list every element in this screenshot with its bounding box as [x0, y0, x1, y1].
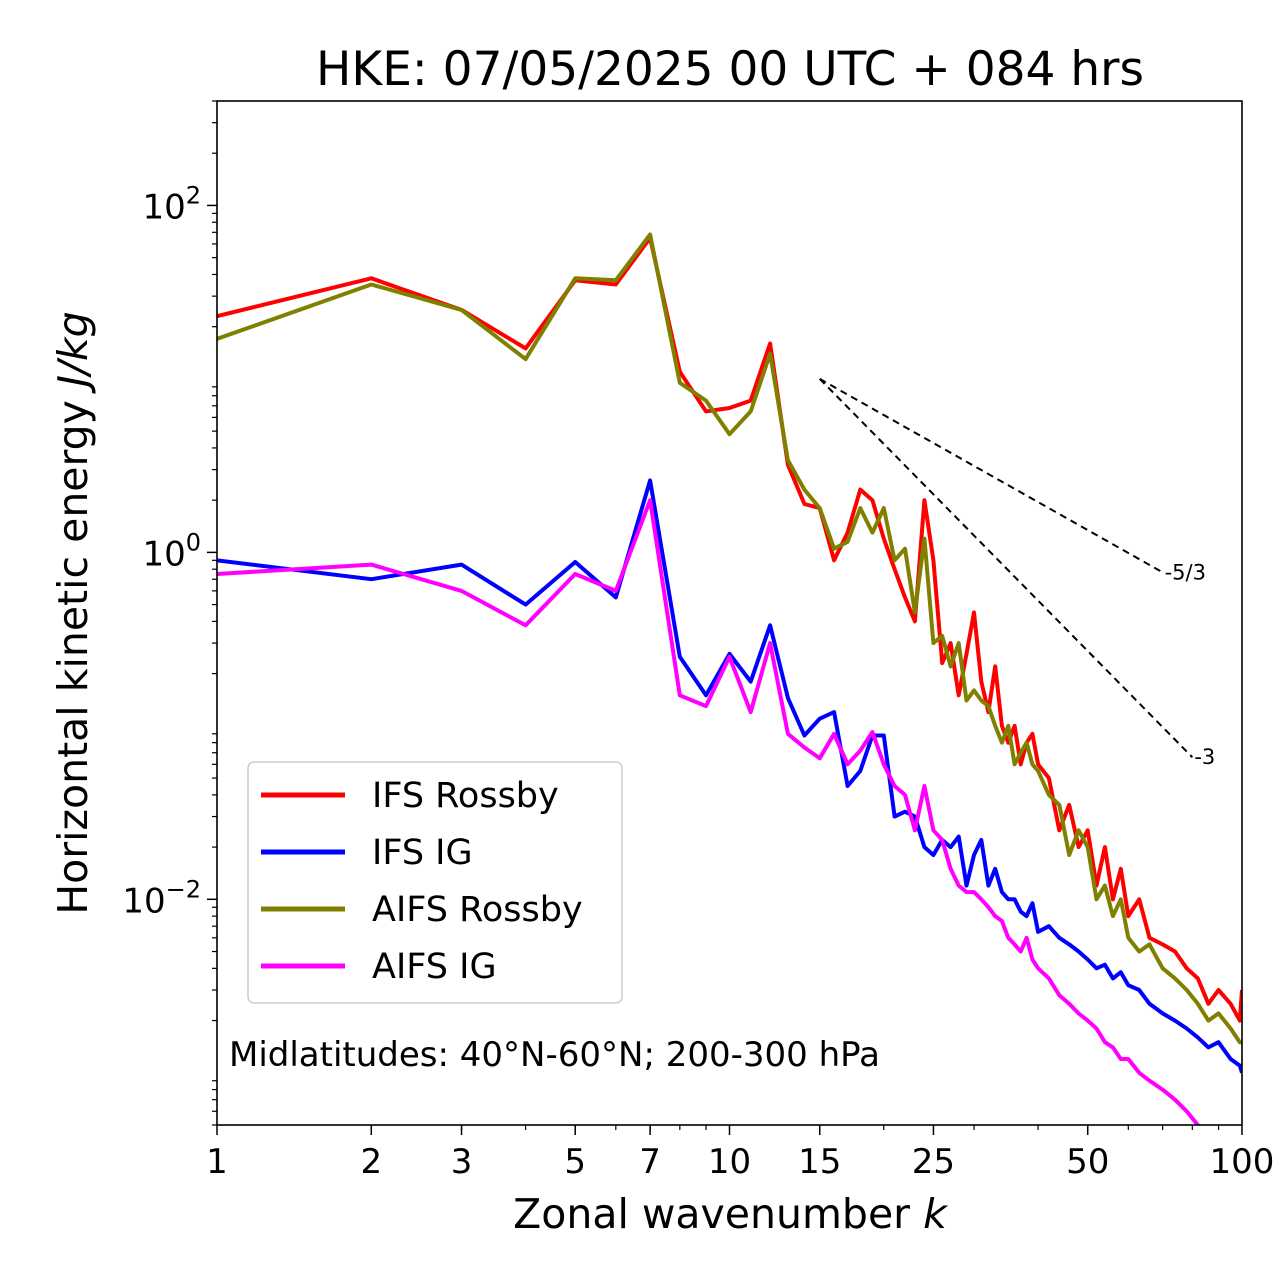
region-annotation: Midlatitudes: 40°N-60°N; 200-300 hPa	[229, 1035, 880, 1075]
reference-slope-label: -3	[1194, 745, 1215, 769]
x-tick-label: 10	[708, 1142, 751, 1182]
reference-slopes: -5/3 -3	[819, 378, 1215, 769]
y-axis-label: Horizontal kinetic energy J/kg	[49, 311, 97, 914]
y-axis-label-units: J/kg	[49, 311, 97, 394]
x-tick-label: 2	[360, 1142, 382, 1182]
legend-label-ifs-ig: IFS IG	[372, 833, 473, 873]
x-axis-label-text: Zonal wavenumber	[513, 1190, 910, 1238]
x-axis: 1 2 3 5 7 10 15 25 50 100	[206, 1125, 1274, 1182]
y-tick-label: 100	[142, 528, 201, 574]
legend-items: IFS Rossby IFS IG AIFS Rossby AIFS IG	[261, 776, 583, 987]
y-axis: 102 100 10−2	[122, 100, 217, 1126]
x-tick-label: 100	[1210, 1142, 1275, 1182]
legend-label-aifs-rossby: AIFS Rossby	[372, 890, 583, 930]
x-tick-label: 1	[206, 1142, 228, 1182]
series-line-ifs-ig	[217, 478, 1242, 1074]
series-layer	[217, 232, 1242, 1125]
reference-slope-line	[819, 378, 1164, 574]
x-tick-label: 15	[798, 1142, 841, 1182]
legend: IFS Rossby IFS IG AIFS Rossby AIFS IG	[247, 761, 623, 1004]
chart-title: HKE: 07/05/2025 00 UTC + 084 hrs	[316, 42, 1144, 97]
x-tick-label: 25	[912, 1142, 955, 1182]
legend-label-ifs-rossby: IFS Rossby	[372, 776, 559, 816]
y-tick-label: 10−2	[122, 875, 201, 921]
x-tick-label: 7	[639, 1142, 661, 1182]
x-tick-label: 50	[1066, 1142, 1109, 1182]
x-axis-label-var: k	[923, 1190, 949, 1238]
series-line-aifs-ig	[217, 498, 1201, 1125]
legend-box	[247, 761, 623, 1004]
x-tick-label: 3	[451, 1142, 473, 1182]
x-tick-label: 5	[564, 1142, 586, 1182]
x-axis-label: Zonal wavenumber k	[513, 1190, 949, 1238]
series-line-ifs-rossby	[217, 235, 1242, 1023]
y-tick-label: 102	[142, 181, 201, 227]
reference-slope-line	[819, 378, 1194, 758]
y-axis-label-text: Horizontal kinetic energy	[49, 400, 97, 915]
series-line-aifs-rossby	[217, 232, 1242, 1045]
reference-slope-label: -5/3	[1165, 560, 1206, 584]
legend-label-aifs-ig: AIFS IG	[372, 947, 497, 987]
